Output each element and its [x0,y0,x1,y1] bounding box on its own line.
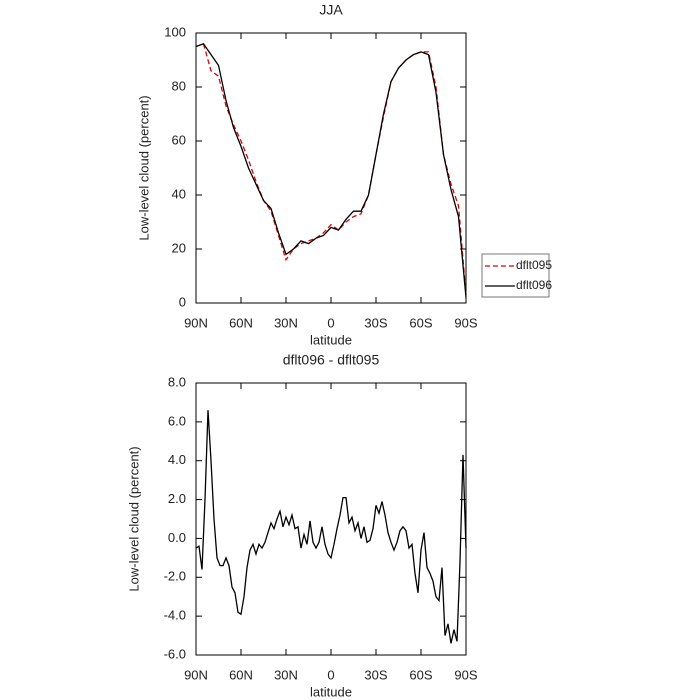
y-tick-label: 0.0 [168,530,186,545]
x-tick-label: 0 [327,667,334,682]
legend-box [481,253,550,298]
y-tick-label: 20 [172,240,186,255]
legend-label: dflt095 [516,258,552,272]
x-tick-label: 90N [184,667,208,682]
y-tick-label: 4.0 [168,452,186,467]
y-tick-label: 40 [172,186,186,201]
x-tick-label: 60N [229,315,253,330]
chart-title: dflt096 - dflt095 [283,352,380,368]
legend-label: dflt096 [516,278,552,292]
x-tick-label: 60S [409,667,432,682]
x-tick-label: 90N [184,315,208,330]
x-tick-label: 90S [454,667,477,682]
plot-frame [195,32,467,304]
x-tick-label: 90S [454,315,477,330]
x-axis-label: latitude [310,684,352,699]
data-line [195,410,467,644]
x-tick-label: 30S [364,315,387,330]
y-axis-label: Low-level cloud (percent) [126,446,141,591]
x-tick-label: 30S [364,667,387,682]
y-axis-label: Low-level cloud (percent) [136,95,151,240]
y-tick-label: 2.0 [168,491,186,506]
y-tick-label: -6.0 [164,646,186,661]
data-line [195,42,467,295]
x-tick-label: 60N [229,667,253,682]
x-tick-label: 0 [327,315,334,330]
y-tick-label: -2.0 [164,569,186,584]
y-tick-label: 8.0 [168,374,186,389]
chart-title: JJA [319,2,343,18]
y-tick-label: 0 [179,294,186,309]
y-tick-label: 6.0 [168,413,186,428]
x-tick-label: 60S [409,315,432,330]
y-tick-label: -4.0 [164,608,186,623]
y-tick-label: 60 [172,132,186,147]
y-tick-label: 80 [172,78,186,93]
x-tick-label: 30N [274,667,298,682]
y-tick-label: 100 [164,24,186,39]
x-tick-label: 30N [274,315,298,330]
x-axis-label: latitude [310,332,352,347]
data-line [195,43,467,298]
plot-frame [195,382,467,656]
